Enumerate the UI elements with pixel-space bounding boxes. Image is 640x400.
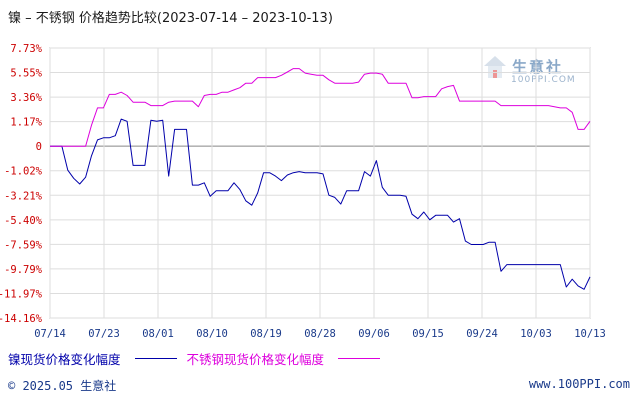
- legend-label-nickel: 镍现货价格变化幅度: [8, 352, 121, 367]
- legend-label-stainless: 不锈钢现货价格变化幅度: [186, 352, 324, 367]
- y-tick-label: -7.59%: [4, 239, 43, 251]
- legend: 镍现货价格变化幅度 不锈钢现货价格变化幅度: [8, 349, 386, 368]
- footer-site-link[interactable]: www.100PPI.com: [528, 377, 630, 391]
- x-tick-label: 09/15: [412, 328, 444, 340]
- axis-layer: 7.73% 5.55% 3.36% 1.17% 0 -1.02% -3.21% -5.40% -…: [0, 43, 606, 340]
- y-tick-label: 5.55%: [10, 68, 42, 80]
- y-tick-label: -11.97%: [0, 288, 43, 300]
- watermark-logo-icon: [482, 54, 508, 86]
- y-tick-label: 7.73%: [10, 43, 42, 55]
- grid-layer: [49, 47, 591, 319]
- x-tick-label: 10/03: [520, 328, 552, 340]
- legend-line-stainless: [337, 358, 380, 359]
- y-tick-label: -9.79%: [4, 264, 43, 276]
- chart-title: 镍 – 不锈钢 价格趋势比较(2023-07-14 – 2023-10-13): [8, 11, 333, 26]
- x-tick-label: 09/06: [358, 328, 390, 340]
- legend-line-nickel: [134, 358, 177, 359]
- x-tick-label: 09/24: [466, 328, 498, 340]
- x-tick-label: 08/19: [250, 328, 282, 340]
- watermark-subtext: 100PPI.COM: [511, 75, 576, 85]
- x-tick-label: 08/28: [304, 328, 336, 340]
- watermark-text: 生意社: [512, 58, 564, 76]
- y-tick-label: 0: [36, 141, 42, 153]
- y-tick-label: 1.17%: [10, 117, 42, 129]
- y-tick-label: -14.16%: [0, 313, 43, 325]
- x-tick-label: 07/14: [34, 328, 66, 340]
- x-tick-label: 08/01: [142, 328, 174, 340]
- x-tick-label: 08/10: [196, 328, 228, 340]
- y-tick-label: -1.02%: [4, 166, 43, 178]
- series-layer: [50, 68, 591, 290]
- y-tick-label: -3.21%: [4, 190, 43, 202]
- series-line-stainless: [50, 68, 591, 147]
- x-tick-label: 07/23: [88, 328, 120, 340]
- y-tick-label: -5.40%: [4, 215, 43, 227]
- series-line-nickel: [50, 118, 591, 290]
- footer-copyright: © 2025.05 生意社: [8, 379, 117, 393]
- plot-border: [49, 47, 591, 319]
- y-tick-label: 3.36%: [10, 92, 42, 104]
- x-tick-label: 10/13: [574, 328, 606, 340]
